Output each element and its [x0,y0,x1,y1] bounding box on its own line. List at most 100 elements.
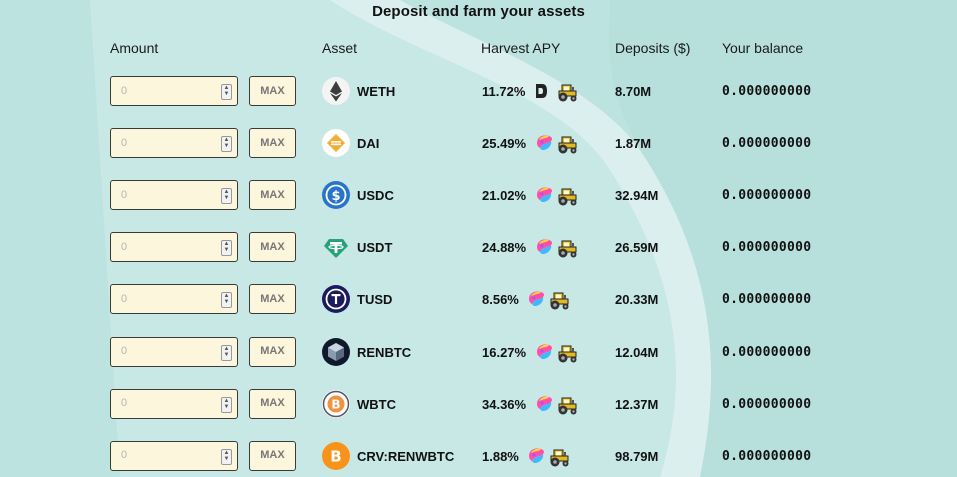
ethereum-icon [322,77,350,105]
pickle-icon [537,239,553,255]
asset-name: CRV:RENWBTC [357,448,455,464]
your-balance: 0.000000000 [722,292,812,308]
header-asset: Asset [322,40,358,56]
harvest-apy: 25.49% [482,136,527,152]
tractor-icon [558,136,577,154]
your-balance: 0.000000000 [722,136,812,152]
amount-stepper[interactable]: ▲ ▼ [221,240,232,257]
farm-icons [534,340,578,364]
max-button[interactable]: MAX [249,76,296,106]
pickle-icon [537,395,553,411]
deposits-value: 1.87M [615,136,652,152]
page-title: Deposit and farm your assets [372,3,585,20]
pickle-icon [537,187,553,203]
asset-name: TUSD [357,292,393,308]
table-row: ▲▼ MAX $ USDC 21.02% 32.94M 0.000000000 [0,179,957,213]
tractor-icon [558,240,577,258]
svg-text:B: B [330,447,341,465]
amount-input-box: ▲▼ [110,180,238,211]
amount-stepper[interactable]: ▲ ▼ [221,448,232,465]
tractor-icon [550,449,569,467]
max-button[interactable]: MAX [249,128,296,159]
asset-name: WETH [357,84,396,99]
max-button[interactable]: MAX [249,232,296,263]
amount-input-box: ▲▼ [110,76,238,106]
harvest-apy: 34.36% [482,396,527,412]
amount-input-box: ▲▼ [110,388,238,419]
your-balance: 0.000000000 [722,84,812,99]
table-row: ▲▼ MAX B WBTC 34.36% 12.37M 0.000000000 [0,388,957,422]
amount-input[interactable] [111,181,229,209]
farm-icons [534,235,578,259]
amount-input[interactable] [111,337,229,365]
amount-input[interactable] [111,285,229,313]
your-balance: 0.000000000 [722,240,812,256]
pickle-icon [529,291,545,307]
deposits-value: 8.70M [615,84,652,99]
amount-input[interactable] [111,77,229,104]
max-button[interactable]: MAX [249,336,296,367]
deposits-value: 98.79M [615,448,659,464]
harvest-apy: 24.88% [482,240,527,256]
deposits-value: 32.94M [615,188,659,204]
amount-stepper[interactable]: ▲ ▼ [221,188,232,205]
deposits-value: 12.37M [615,396,659,412]
harvest-apy: 21.02% [482,188,527,204]
table-row: ▲▼ MAX DAI 25.49% 1.87M 0.000000000 [0,127,957,161]
max-button[interactable]: MAX [249,440,296,471]
amount-input[interactable] [111,441,229,469]
deposits-value: 12.04M [615,344,659,360]
tractor-icon [558,345,577,362]
asset-name: USDC [357,188,394,204]
harvest-apy: 11.72% [482,84,526,99]
amount-stepper[interactable]: ▲ ▼ [221,292,232,309]
amount-input-box: ▲▼ [110,128,238,159]
farm-icons [534,392,578,416]
max-button[interactable]: MAX [249,388,296,419]
tractor-icon [558,84,577,102]
harvest-apy: 1.88% [482,448,519,464]
deposits-value: 20.33M [615,292,659,308]
dai-icon [322,129,350,158]
tractor-icon [558,397,577,415]
farm-icons [534,79,578,103]
svg-text:B: B [331,397,340,411]
table-row: ▲▼ MAX RENBTC 16.27% 12.04M 0.000000000 [0,336,957,370]
your-balance: 0.000000000 [722,188,812,204]
max-button[interactable]: MAX [249,180,296,211]
farm-icons [534,183,578,207]
max-button[interactable]: MAX [249,284,296,315]
farm-icons [526,444,570,468]
tether-icon [324,239,348,259]
dydx-icon [536,84,547,98]
header-deposits: Deposits ($) [615,40,691,56]
asset-name: USDT [357,240,393,256]
table-row: ▲▼ MAX TUSD 8.56% 20.33M 0.000000000 [0,283,957,317]
amount-stepper[interactable]: ▲ ▼ [221,84,232,100]
tractor-icon [558,188,577,206]
amount-input-box: ▲▼ [110,284,238,315]
table-row: ▲▼ MAX B CRV:RENWBTC 1.88% 98.79M 0.0000… [0,440,957,474]
amount-stepper[interactable]: ▲ ▼ [221,396,232,413]
asset-name: DAI [357,136,380,152]
amount-input[interactable] [111,233,229,261]
asset-name: RENBTC [357,344,412,360]
bitcoin-icon: B [322,441,350,470]
tractor-icon [550,292,569,310]
farm-icons [526,287,570,311]
asset-name: WBTC [357,396,396,412]
pickle-icon [529,448,545,463]
svg-text:$: $ [331,189,340,204]
wbtc-icon: B [322,389,350,418]
harvest-apy: 16.27% [482,344,527,360]
renbtc-icon [322,337,350,366]
amount-input[interactable] [111,129,229,157]
pickle-icon [537,343,553,359]
amount-input[interactable] [111,389,229,417]
farm-icons [534,131,578,155]
amount-stepper[interactable]: ▲ ▼ [221,136,232,153]
amount-stepper[interactable]: ▲ ▼ [221,344,232,361]
your-balance: 0.000000000 [722,344,812,360]
deposits-value: 26.59M [615,240,659,256]
usdc-icon: $ [322,181,350,210]
